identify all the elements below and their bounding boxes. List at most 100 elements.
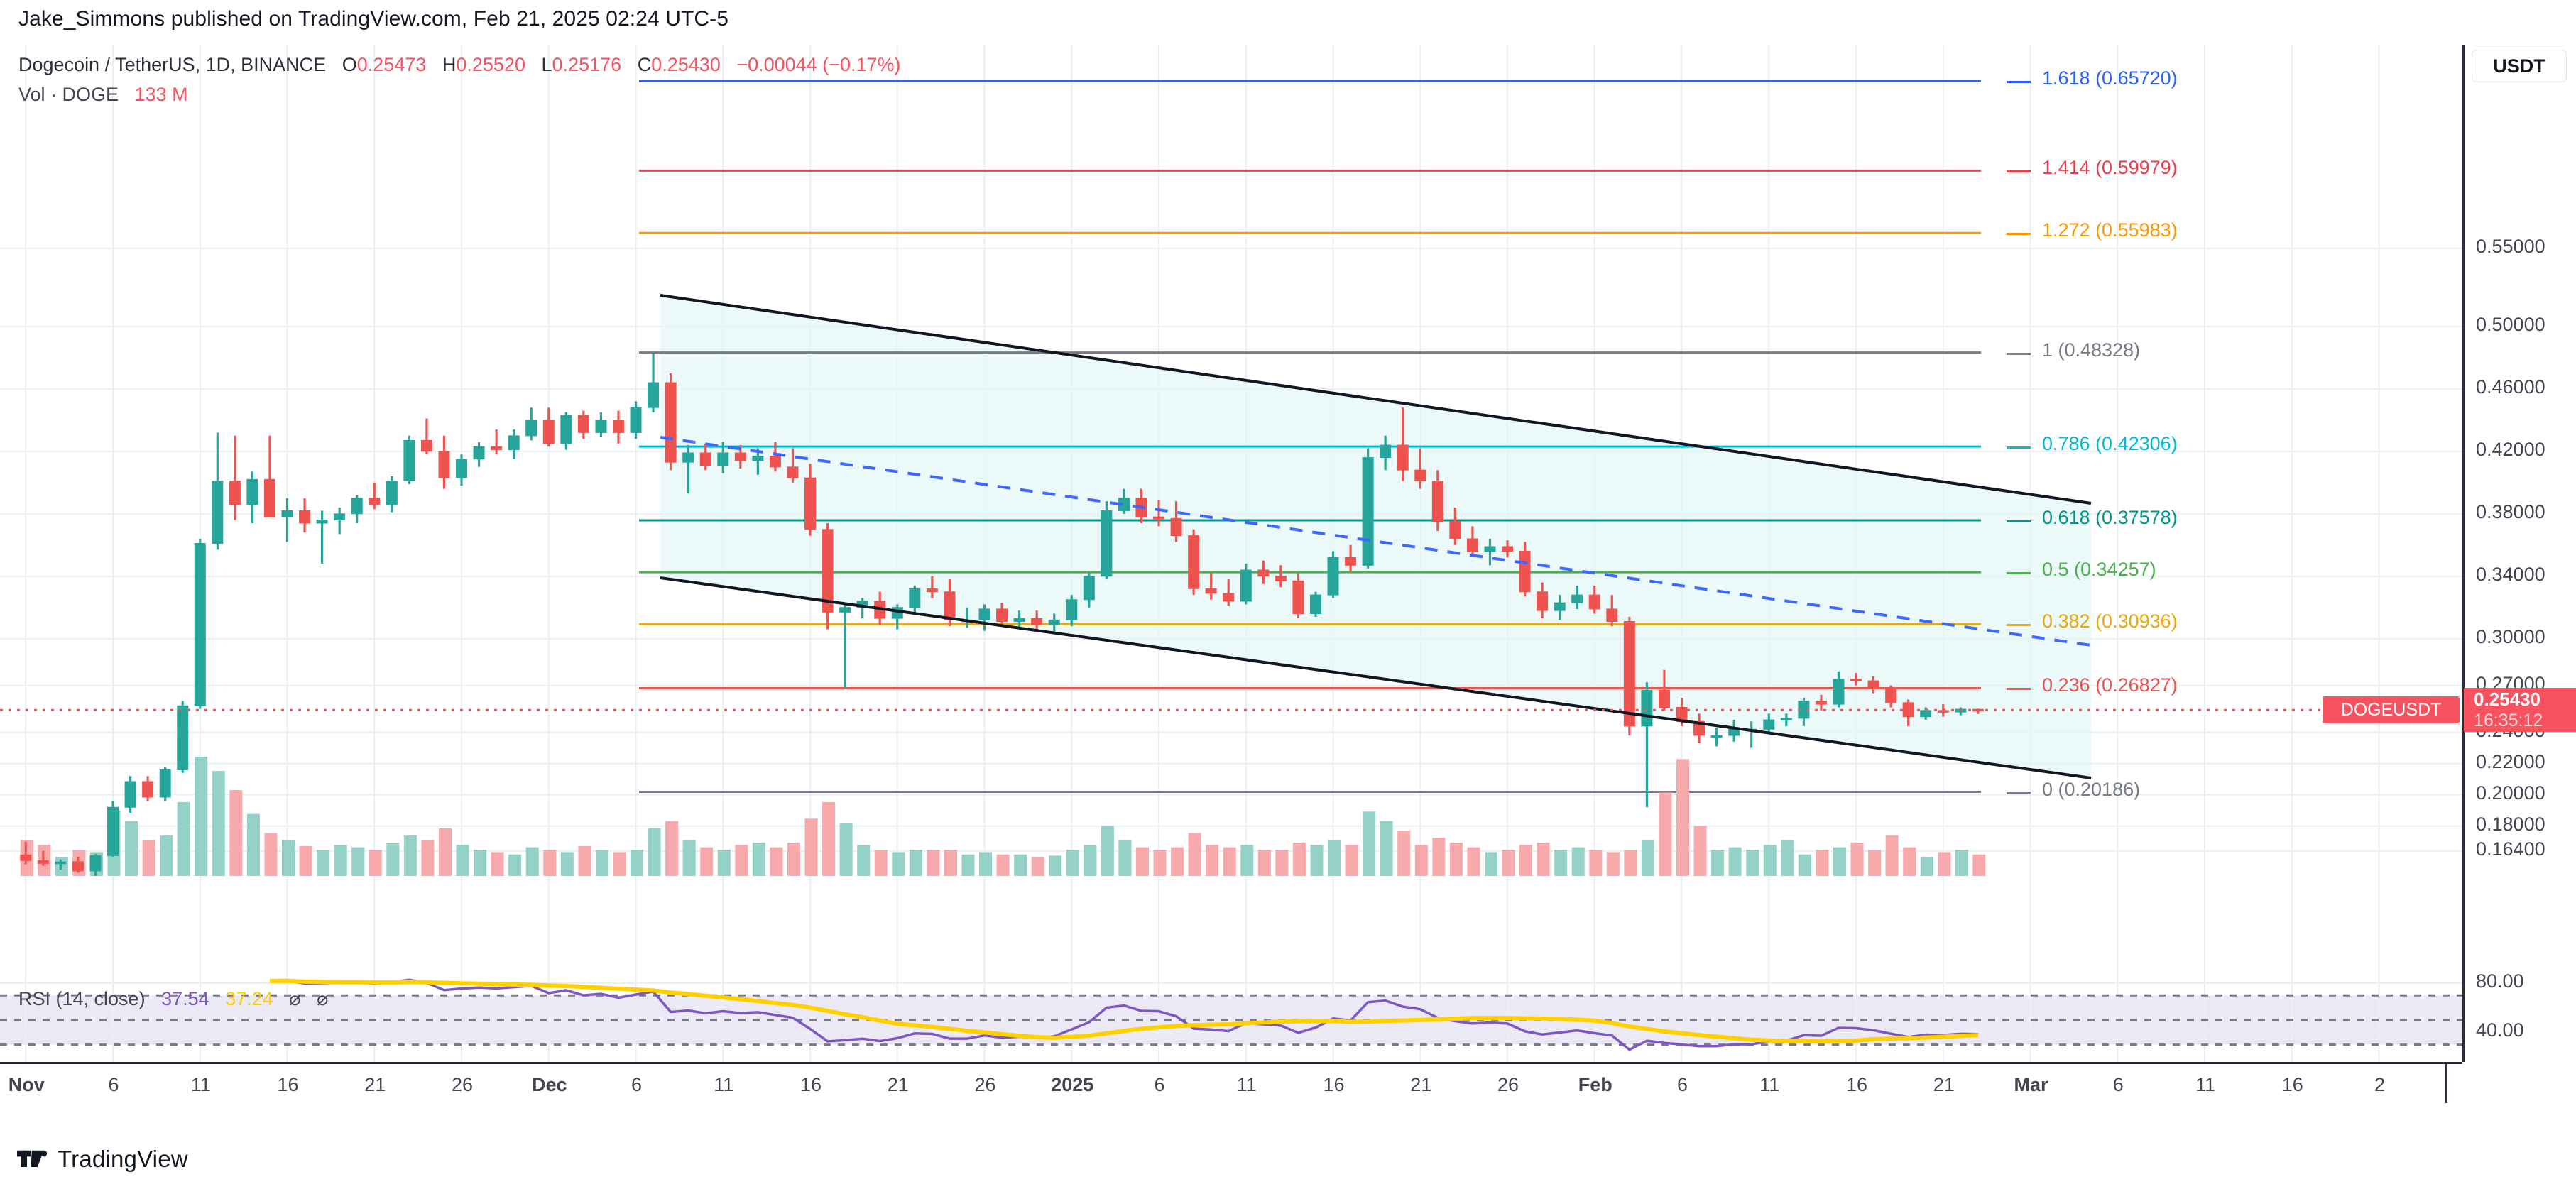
candle <box>1292 580 1304 615</box>
candle <box>909 588 921 608</box>
volume-bar <box>1781 840 1794 876</box>
volume-bar <box>1676 759 1690 876</box>
volume-bar <box>1606 852 1620 876</box>
time-axis-label: 2 <box>2374 1074 2386 1095</box>
price-axis-tick: 0.18000 <box>2476 813 2545 835</box>
fib-level-dash <box>2007 791 2031 794</box>
volume-bar <box>1972 854 1986 876</box>
candle <box>1815 701 1827 705</box>
bar-countdown: 16:35:12 <box>2474 711 2543 731</box>
volume-bar <box>1816 850 1829 876</box>
price-axis-tick: 0.38000 <box>2476 500 2545 522</box>
candle <box>1066 599 1078 620</box>
volume-bar <box>1502 850 1515 876</box>
candle <box>1763 719 1775 730</box>
fib-level-label: 0 (0.20186) <box>2042 778 2141 800</box>
symbol-price-badge: DOGEUSDT <box>2323 696 2460 724</box>
chart-frame[interactable] <box>0 45 2462 1062</box>
fib-level-label: 0.618 (0.37578) <box>2042 507 2178 529</box>
current-price-badge[interactable]: 0.25430 16:35:12 <box>2464 688 2576 733</box>
candle <box>1571 594 1583 603</box>
price-axis[interactable]: USDT 0.55000 0.50000 0.46000 0.42000 0.38000… <box>2323 45 2576 1062</box>
candle <box>1275 576 1287 581</box>
volume-bar <box>1449 842 1463 876</box>
candle <box>177 705 189 770</box>
time-axis-label: 26 <box>451 1074 474 1095</box>
candle <box>1658 689 1670 708</box>
candle <box>508 435 520 451</box>
candle <box>752 455 764 461</box>
candle <box>89 855 102 872</box>
volume-bar <box>944 850 957 876</box>
volume-bar <box>1031 857 1044 876</box>
candle <box>1380 444 1392 459</box>
candle <box>665 382 677 463</box>
candle <box>229 481 241 505</box>
candle <box>648 382 660 408</box>
candle <box>107 806 119 856</box>
fib-level-label: 1 (0.48328) <box>2042 339 2141 361</box>
volume-bar <box>525 847 539 876</box>
volume-bar <box>927 850 940 876</box>
fib-level-dash <box>2007 446 2031 449</box>
candle <box>996 608 1008 623</box>
time-axis-label: 6 <box>2112 1074 2124 1095</box>
volume-bar <box>839 823 853 876</box>
candle <box>630 407 642 433</box>
time-axis-label: 11 <box>1236 1074 1257 1095</box>
candle <box>1083 576 1095 601</box>
volume-bar <box>1885 835 1899 876</box>
volume-bar <box>1868 850 1882 876</box>
volume-bar <box>334 845 347 876</box>
volume-bar <box>1363 811 1376 876</box>
volume-bar <box>787 842 800 876</box>
candle <box>1431 481 1443 522</box>
price-axis-tick: 0.55000 <box>2476 235 2545 257</box>
volume-bar <box>1467 847 1480 876</box>
time-axis-label: Mar <box>2014 1074 2048 1095</box>
fib-level-label: 0.382 (0.30936) <box>2042 610 2178 632</box>
candle <box>944 591 956 620</box>
candle <box>334 513 346 521</box>
candle <box>1641 689 1653 727</box>
tradingview-wordmark: TradingView <box>58 1146 188 1172</box>
volume-bar <box>735 845 748 876</box>
candle <box>1327 557 1339 596</box>
volume-bar <box>421 840 435 876</box>
volume-bar <box>1135 847 1149 876</box>
candle <box>20 854 32 861</box>
volume-bar <box>351 847 365 876</box>
fib-level-dash <box>2007 572 2031 575</box>
candle <box>1449 521 1461 539</box>
candle <box>1885 688 1897 703</box>
tradingview-mark-icon <box>17 1150 48 1167</box>
candle <box>926 588 938 593</box>
candle <box>1606 608 1618 623</box>
volume-bar <box>857 845 871 876</box>
rsi-pane[interactable] <box>0 968 2462 1062</box>
candle <box>769 455 781 468</box>
volume-bar <box>1101 826 1114 876</box>
volume-bar <box>1850 842 1864 876</box>
candle <box>1519 551 1531 593</box>
volume-bar <box>246 813 260 876</box>
candle <box>351 498 363 515</box>
volume-bar <box>369 850 382 876</box>
volume-bar <box>1188 833 1201 876</box>
volume-bar <box>874 850 888 876</box>
candle <box>1345 557 1357 566</box>
volume-bar <box>212 771 225 876</box>
fib-level-label: 1.618 (0.65720) <box>2042 67 2178 89</box>
rsi-axis-tick: 80.00 <box>2476 970 2524 992</box>
time-axis-label: 21 <box>1410 1074 1432 1095</box>
price-plot <box>0 45 2462 968</box>
candle <box>1484 546 1496 552</box>
candle <box>1554 602 1566 611</box>
time-axis-label: 6 <box>108 1074 119 1095</box>
candle <box>246 478 258 505</box>
time-axis-label: Nov <box>8 1074 45 1095</box>
time-axis[interactable]: Nov 6 11 16 21 26 Dec 6 11 16 21 26 2025 6 11 16 21 26 Feb… <box>0 1062 2462 1107</box>
candle <box>263 478 275 517</box>
price-pane[interactable] <box>0 45 2462 968</box>
fib-level-dash <box>2007 352 2031 355</box>
